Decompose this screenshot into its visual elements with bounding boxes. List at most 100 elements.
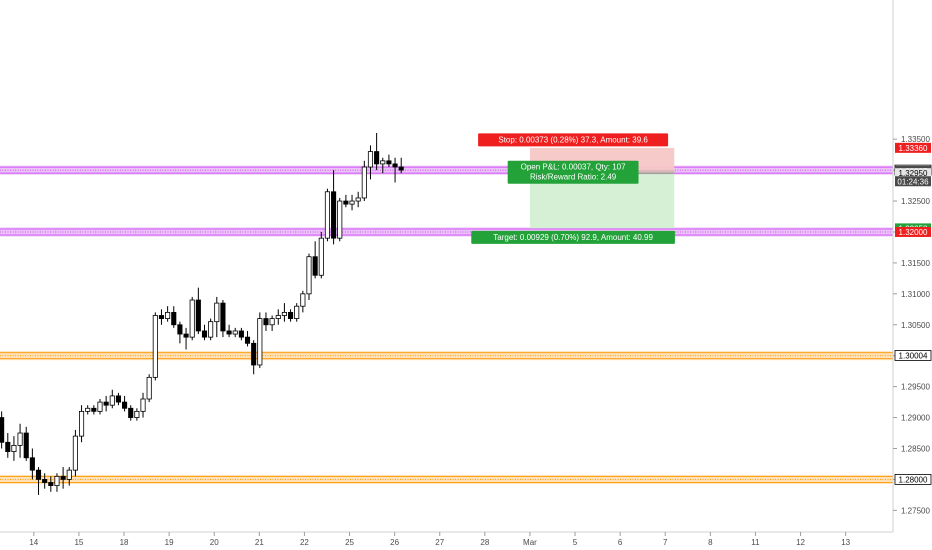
candle-body-bull: [232, 330, 238, 335]
candle: [177, 321, 183, 344]
price-tag: 1.30004: [894, 350, 932, 361]
candle: [35, 467, 42, 495]
open-pnl-label-text: Open P&L: 0.00037, Qty: 107: [521, 163, 627, 172]
candle: [72, 429, 78, 477]
candle-body-bear: [238, 330, 244, 338]
long-position-tool[interactable]: [529, 147, 675, 229]
candle-body-bull: [269, 318, 275, 326]
candle: [128, 405, 134, 421]
price-tick-label: 1.32500: [901, 197, 930, 206]
candle: [115, 392, 121, 406]
time-axis[interactable]: 14 15 18 19 20 21 22 25 26 27 28 Mar 5 6 7 8 11 12 13: [0, 531, 893, 547]
candle: [54, 473, 60, 492]
price-axis[interactable]: 1.27500 1.28000 1.28500 1.29000 1.29500 1.300…: [892, 0, 932, 550]
candle-body-bear: [177, 324, 183, 335]
position-labels: Stop: 0.00373 (0.28%) 37.3, Amount: 39.6…: [471, 133, 675, 244]
resistance-1.33-zone[interactable]: [0, 165, 893, 175]
candle-body-bear: [288, 311, 294, 319]
time-tick-label: 25: [345, 538, 354, 547]
price-tag: 01:24:36: [895, 176, 931, 187]
candle-body-bull: [72, 435, 78, 471]
candle-body-bear: [195, 299, 201, 332]
time-tick-label: Mar: [523, 538, 537, 547]
candle: [122, 395, 128, 412]
candle: [226, 324, 232, 338]
candle: [361, 160, 367, 202]
time-tick-label: 21: [255, 538, 264, 547]
candle-body-bull: [66, 469, 72, 480]
candle: [288, 309, 294, 322]
candle: [195, 287, 201, 335]
candle-body-bull: [355, 197, 361, 202]
candle: [374, 133, 380, 171]
candle: [367, 145, 374, 180]
time-tick-label: 13: [841, 538, 850, 547]
candle-body-bear: [263, 318, 269, 326]
price-tag: 1.32950: [895, 168, 931, 179]
candle-body-bull: [367, 151, 374, 168]
candle: [97, 399, 103, 415]
candle-body-bull: [79, 410, 85, 437]
time-tick-label: 8: [708, 538, 713, 547]
candle: [238, 327, 244, 341]
price-tag-text: 1.28000: [899, 475, 928, 484]
candle: [158, 309, 165, 325]
price-tag-text: 1.30004: [899, 351, 928, 360]
candle-body-bull: [361, 166, 367, 199]
candle-body-bear: [115, 395, 121, 403]
candle-body-bear: [226, 330, 232, 335]
price-tick-label: 1.27500: [901, 506, 930, 515]
price-tag-background: [895, 142, 931, 153]
candle: [257, 312, 263, 369]
target-label-text: Target: 0.00929 (0.70%) 92.9, Amount: 40…: [493, 233, 653, 242]
candle-body-bull: [380, 160, 386, 165]
candle: [343, 194, 349, 208]
candle: [275, 309, 281, 325]
candle: [0, 411, 5, 449]
candle: [220, 300, 226, 338]
price-tag-text: 1.33360: [899, 144, 928, 153]
time-tick-label: 6: [618, 538, 623, 547]
candle: [324, 188, 330, 242]
candle: [251, 340, 257, 375]
candle-body-bear: [244, 336, 251, 344]
price-tag-text: 1.32000: [899, 228, 928, 237]
time-tick-label: 11: [751, 538, 760, 547]
candle-body-bull: [275, 315, 281, 319]
candle-body-bull: [140, 398, 146, 412]
price-tag-text: 01:24:36: [897, 177, 929, 186]
horizontal-levels[interactable]: [0, 165, 893, 484]
support-1.28-zone[interactable]: [0, 474, 893, 484]
price-tags: 1.333601.330001.329871.3295001:24:361.32…: [894, 142, 932, 485]
price-tick-label: 1.29500: [901, 383, 930, 392]
candle: [60, 467, 66, 489]
candle: [29, 448, 35, 480]
candle-body-bear: [392, 163, 398, 168]
price-tag: 1.32000: [895, 226, 931, 237]
candle-body-bull: [349, 200, 355, 205]
time-tick-label: 12: [796, 538, 805, 547]
support-1.30-zone[interactable]: [0, 351, 893, 361]
price-tag: 1.33360: [895, 142, 931, 153]
resistance-1.32-zone[interactable]: [0, 227, 893, 237]
candle: [140, 392, 146, 418]
candle-body-bull: [214, 302, 220, 323]
candle: [312, 241, 318, 279]
price-tick-label: 1.33500: [901, 135, 930, 144]
time-tick-label: 20: [210, 538, 219, 547]
candle: [171, 306, 177, 328]
price-tag-background: [894, 350, 932, 361]
candle-body-bear: [374, 151, 380, 165]
candle: [42, 473, 48, 489]
candle-body-bull: [257, 318, 263, 366]
candle-body-bear: [35, 469, 42, 480]
candle-body-bear: [23, 432, 29, 459]
candle-body-bear: [122, 401, 128, 409]
candle-body-bull: [134, 410, 140, 418]
candle-body-bear: [386, 160, 392, 165]
candle-body-bull: [294, 305, 300, 319]
price-tag-background: [895, 176, 931, 187]
